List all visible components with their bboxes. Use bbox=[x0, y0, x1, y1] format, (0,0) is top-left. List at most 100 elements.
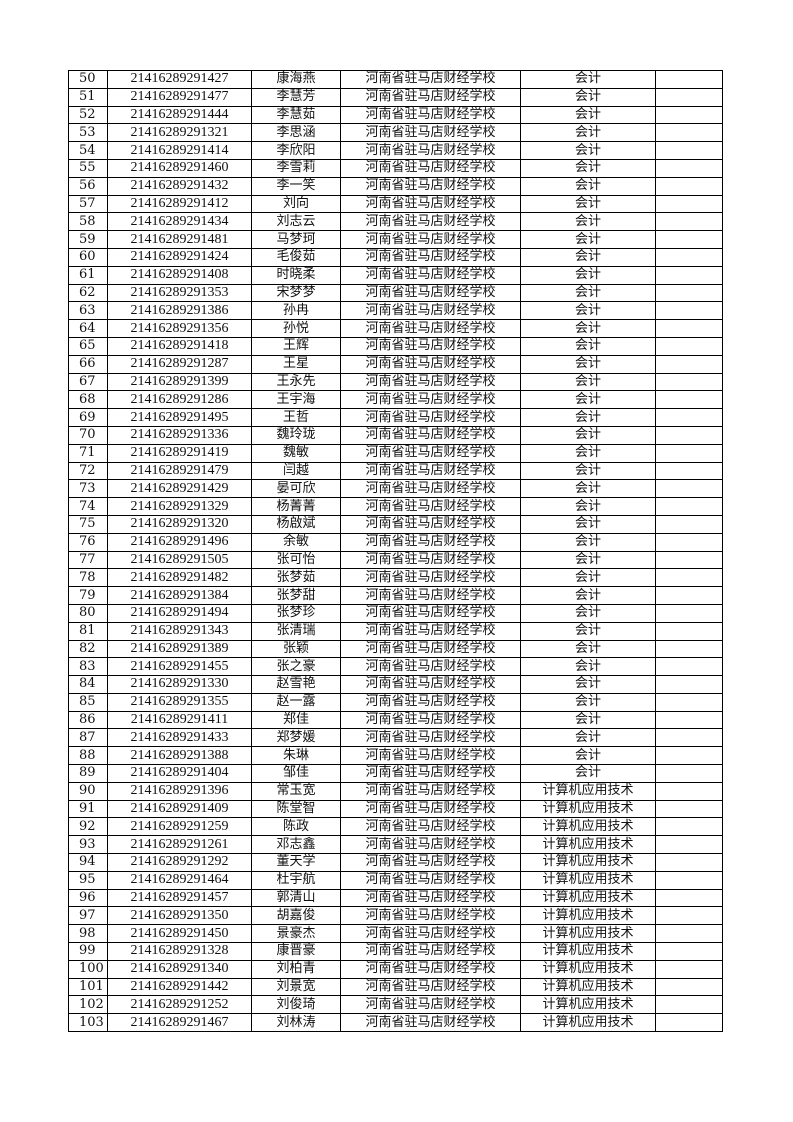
school-name-cell: 河南省驻马店财经学校 bbox=[340, 906, 521, 926]
row-number-cell: 101 bbox=[68, 977, 108, 997]
student-name-cell: 王宇海 bbox=[251, 390, 341, 410]
exam-id-cell: 21416289291444 bbox=[107, 105, 252, 125]
table-row: 103 21416289291467 刘林涛 河南省驻马店财经学校 计算机应用技术 bbox=[68, 1013, 723, 1033]
major-cell: 计算机应用技术 bbox=[520, 799, 656, 819]
table-row: 54 21416289291414 李欣阳 河南省驻马店财经学校 会计 bbox=[68, 141, 723, 160]
exam-id-cell: 21416289291432 bbox=[107, 176, 252, 196]
major-cell: 会计 bbox=[520, 354, 656, 374]
student-name-cell: 杜宇航 bbox=[251, 870, 341, 890]
note-cell bbox=[655, 265, 723, 285]
student-name-cell: 刘林涛 bbox=[251, 1013, 341, 1033]
exam-id-cell: 21416289291481 bbox=[107, 230, 252, 249]
student-name-cell: 宋梦梦 bbox=[251, 283, 341, 303]
major-cell: 会计 bbox=[520, 425, 656, 445]
student-name-cell: 王永先 bbox=[251, 372, 341, 392]
table-row: 62 21416289291353 宋梦梦 河南省驻马店财经学校 会计 bbox=[68, 283, 723, 303]
school-name-cell: 河南省驻马店财经学校 bbox=[340, 105, 521, 125]
row-number-cell: 96 bbox=[68, 888, 108, 908]
student-name-cell: 刘景宽 bbox=[251, 977, 341, 997]
school-name-cell: 河南省驻马店财经学校 bbox=[340, 942, 521, 961]
exam-id-cell: 21416289291495 bbox=[107, 408, 252, 427]
note-cell bbox=[655, 586, 723, 605]
school-name-cell: 河南省驻马店财经学校 bbox=[340, 817, 521, 837]
major-cell: 会计 bbox=[520, 639, 656, 659]
student-name-cell: 张颖 bbox=[251, 639, 341, 659]
student-name-cell: 王哲 bbox=[251, 408, 341, 427]
student-name-cell: 康晋豪 bbox=[251, 942, 341, 961]
row-number-cell: 91 bbox=[68, 799, 108, 819]
school-name-cell: 河南省驻马店财经学校 bbox=[340, 675, 521, 694]
table-row: 75 21416289291320 杨啟斌 河南省驻马店财经学校 会计 bbox=[68, 514, 723, 534]
exam-id-cell: 21416289291320 bbox=[107, 514, 252, 534]
table-row: 83 21416289291455 张之豪 河南省驻马店财经学校 会计 bbox=[68, 657, 723, 677]
table-row: 68 21416289291286 王宇海 河南省驻马店财经学校 会计 bbox=[68, 390, 723, 410]
exam-id-cell: 21416289291328 bbox=[107, 942, 252, 961]
school-name-cell: 河南省驻马店财经学校 bbox=[340, 354, 521, 374]
row-number-cell: 76 bbox=[68, 532, 108, 552]
major-cell: 计算机应用技术 bbox=[520, 977, 656, 997]
major-cell: 会计 bbox=[520, 336, 656, 356]
table-row: 95 21416289291464 杜宇航 河南省驻马店财经学校 计算机应用技术 bbox=[68, 870, 723, 890]
school-name-cell: 河南省驻马店财经学校 bbox=[340, 479, 521, 499]
student-name-cell: 杨啟斌 bbox=[251, 514, 341, 534]
table-row: 50 21416289291427 康海燕 河南省驻马店财经学校 会计 bbox=[68, 70, 723, 89]
major-cell: 会计 bbox=[520, 265, 656, 285]
school-name-cell: 河南省驻马店财经学校 bbox=[340, 212, 521, 232]
exam-id-cell: 21416289291433 bbox=[107, 728, 252, 748]
note-cell bbox=[655, 568, 723, 588]
exam-id-cell: 21416289291482 bbox=[107, 568, 252, 588]
note-cell bbox=[655, 977, 723, 997]
major-cell: 计算机应用技术 bbox=[520, 835, 656, 855]
note-cell bbox=[655, 87, 723, 107]
note-cell bbox=[655, 532, 723, 552]
school-name-cell: 河南省驻马店财经学校 bbox=[340, 924, 521, 944]
major-cell: 会计 bbox=[520, 212, 656, 232]
row-number-cell: 53 bbox=[68, 123, 108, 143]
note-cell bbox=[655, 746, 723, 766]
major-cell: 会计 bbox=[520, 728, 656, 748]
table-row: 65 21416289291418 王辉 河南省驻马店财经学校 会计 bbox=[68, 336, 723, 356]
major-cell: 会计 bbox=[520, 141, 656, 160]
school-name-cell: 河南省驻马店财经学校 bbox=[340, 603, 521, 623]
school-name-cell: 河南省驻马店财经学校 bbox=[340, 247, 521, 267]
exam-id-cell: 21416289291411 bbox=[107, 710, 252, 730]
student-name-cell: 景豪杰 bbox=[251, 924, 341, 944]
row-number-cell: 50 bbox=[68, 70, 108, 89]
school-name-cell: 河南省驻马店财经学校 bbox=[340, 176, 521, 196]
exam-id-cell: 21416289291457 bbox=[107, 888, 252, 908]
table-row: 70 21416289291336 魏玲珑 河南省驻马店财经学校 会计 bbox=[68, 425, 723, 445]
table-row: 89 21416289291404 邹佳 河南省驻马店财经学校 会计 bbox=[68, 764, 723, 783]
note-cell bbox=[655, 657, 723, 677]
school-name-cell: 河南省驻马店财经学校 bbox=[340, 692, 521, 712]
student-name-cell: 陈政 bbox=[251, 817, 341, 837]
row-number-cell: 60 bbox=[68, 247, 108, 267]
student-name-cell: 郭清山 bbox=[251, 888, 341, 908]
note-cell bbox=[655, 230, 723, 249]
exam-id-cell: 21416289291355 bbox=[107, 692, 252, 712]
school-name-cell: 河南省驻马店财经学校 bbox=[340, 425, 521, 445]
school-name-cell: 河南省驻马店财经学校 bbox=[340, 995, 521, 1015]
exam-id-cell: 21416289291286 bbox=[107, 390, 252, 410]
row-number-cell: 85 bbox=[68, 692, 108, 712]
exam-id-cell: 21416289291412 bbox=[107, 194, 252, 214]
major-cell: 会计 bbox=[520, 158, 656, 178]
table-row: 67 21416289291399 王永先 河南省驻马店财经学校 会计 bbox=[68, 372, 723, 392]
exam-id-cell: 21416289291455 bbox=[107, 657, 252, 677]
student-table-body: 50 21416289291427 康海燕 河南省驻马店财经学校 会计 51 2141628… bbox=[68, 70, 723, 1033]
school-name-cell: 河南省驻马店财经学校 bbox=[340, 301, 521, 321]
major-cell: 计算机应用技术 bbox=[520, 924, 656, 944]
row-number-cell: 74 bbox=[68, 497, 108, 516]
exam-id-cell: 21416289291389 bbox=[107, 639, 252, 659]
note-cell bbox=[655, 301, 723, 321]
exam-id-cell: 21416289291353 bbox=[107, 283, 252, 303]
student-name-cell: 张清瑞 bbox=[251, 621, 341, 641]
school-name-cell: 河南省驻马店财经学校 bbox=[340, 799, 521, 819]
row-number-cell: 64 bbox=[68, 319, 108, 338]
major-cell: 会计 bbox=[520, 230, 656, 249]
student-name-cell: 孙悦 bbox=[251, 319, 341, 338]
major-cell: 会计 bbox=[520, 283, 656, 303]
school-name-cell: 河南省驻马店财经学校 bbox=[340, 123, 521, 143]
major-cell: 会计 bbox=[520, 692, 656, 712]
school-name-cell: 河南省驻马店财经学校 bbox=[340, 372, 521, 392]
row-number-cell: 62 bbox=[68, 283, 108, 303]
